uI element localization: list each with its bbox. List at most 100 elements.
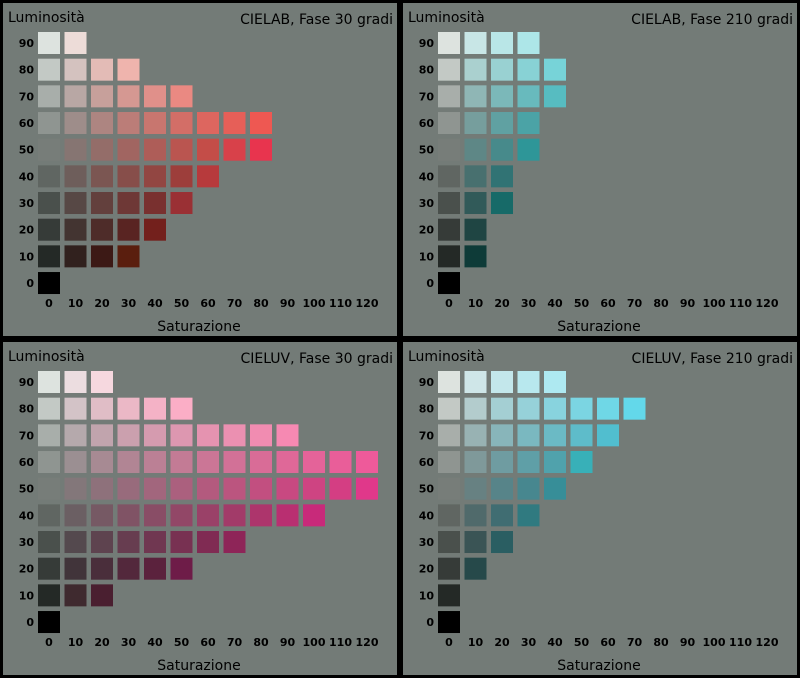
y-tick-label: 20 [19,563,35,576]
color-swatch [144,165,166,188]
color-swatch [438,584,460,607]
color-swatch [64,85,87,108]
x-tick-label: 120 [756,636,779,649]
y-axis-label: Luminosità [408,10,485,26]
x-tick-label: 120 [356,297,379,310]
color-swatch [464,424,487,447]
y-tick-label: 30 [419,536,435,549]
y-tick-label: 0 [426,616,434,629]
color-swatch [117,397,140,420]
color-swatch [356,477,378,500]
color-swatch [438,58,460,81]
color-swatch [38,611,60,634]
color-swatch [517,451,540,474]
x-tick-label: 70 [227,636,243,649]
color-swatch [170,424,193,447]
color-swatch [64,477,87,500]
color-swatch [197,165,219,188]
color-swatch [144,397,166,420]
color-swatch [91,451,113,474]
color-swatch [276,451,299,474]
panel-background [403,342,797,675]
x-tick-label: 90 [680,297,696,310]
color-swatch [38,531,60,554]
x-tick-label: 70 [227,297,243,310]
color-swatch [464,32,487,54]
color-swatch [170,557,193,580]
color-swatch [117,85,140,108]
color-swatch [491,58,513,81]
color-swatch [144,451,166,474]
y-tick-label: 0 [26,616,34,629]
color-swatch [491,424,513,447]
color-swatch [438,192,460,215]
x-tick-label: 70 [627,297,643,310]
color-swatch [438,424,460,447]
x-tick-label: 20 [494,297,510,310]
x-tick-label: 100 [303,297,326,310]
color-swatch [250,138,272,161]
color-swatch [491,477,513,500]
color-swatch [438,32,460,54]
color-swatch [464,557,487,580]
x-tick-label: 120 [356,636,379,649]
x-tick-label: 30 [121,636,137,649]
y-tick-label: 70 [419,429,435,442]
color-swatch [144,477,166,500]
color-swatch [491,165,513,188]
x-tick-label: 0 [445,297,453,310]
x-tick-label: 0 [45,636,53,649]
y-axis-label: Luminosità [8,10,85,26]
y-tick-label: 50 [419,483,435,496]
color-swatch [223,112,246,135]
color-swatch [464,112,487,135]
color-swatch [544,58,566,81]
color-swatch [117,504,140,527]
color-swatch [144,192,166,215]
x-tick-label: 10 [468,636,484,649]
color-swatch [64,32,87,54]
color-swatch [170,477,193,500]
color-swatch [491,451,513,474]
color-swatch [223,504,246,527]
color-swatch [64,397,87,420]
y-tick-label: 50 [19,483,35,496]
color-swatch [38,165,60,188]
color-swatch [491,531,513,554]
color-swatch [64,58,87,81]
color-swatch [438,138,460,161]
x-tick-label: 80 [653,297,669,310]
color-swatch [276,424,299,447]
color-swatch [438,112,460,135]
x-tick-label: 30 [521,636,537,649]
color-swatch [464,397,487,420]
color-swatch [170,192,193,215]
x-tick-label: 20 [94,297,110,310]
color-swatch [544,371,566,393]
color-swatch [223,531,246,554]
color-swatch [464,371,487,393]
color-swatch [544,451,566,474]
color-swatch [491,85,513,108]
color-swatch [464,531,487,554]
x-tick-label: 40 [147,297,163,310]
color-swatch [438,218,460,241]
color-swatch [356,451,378,474]
color-swatch [438,504,460,527]
x-tick-label: 90 [280,297,296,310]
color-swatch [38,477,60,500]
color-swatch [438,371,460,393]
y-tick-label: 60 [419,117,435,130]
color-swatch [197,451,219,474]
color-swatch [91,397,113,420]
x-tick-label: 100 [703,636,726,649]
color-swatch [91,165,113,188]
x-tick-label: 50 [174,636,190,649]
color-swatch [438,397,460,420]
color-swatch [117,531,140,554]
color-swatch [544,477,566,500]
color-swatch [64,424,87,447]
color-swatch [38,58,60,81]
color-swatch [117,424,140,447]
panel-title: CIELAB, Fase 30 gradi [240,12,393,28]
